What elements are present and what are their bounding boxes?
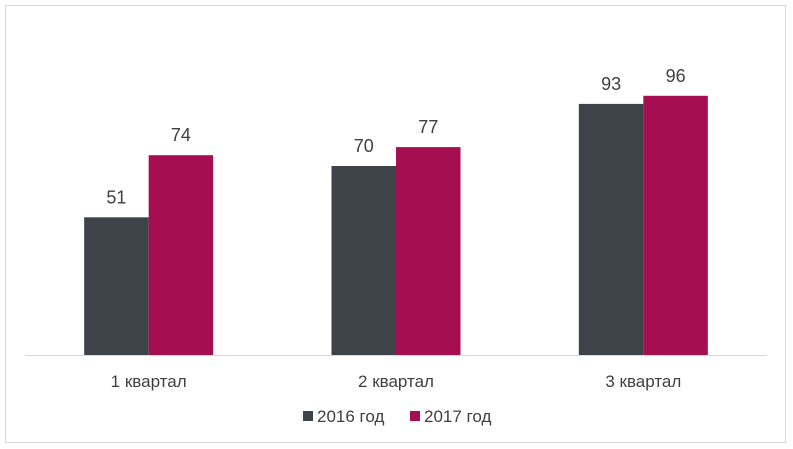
legend-swatch-2 (410, 411, 420, 421)
data-label-1-series-1: 51 (106, 187, 126, 207)
x-tick-label: 1 квартал (111, 372, 187, 391)
data-label-3-series-2: 96 (666, 66, 686, 86)
bar-2-series-1 (331, 166, 396, 355)
legend-label-1: 2016 год (317, 407, 384, 426)
data-labels-group: 51 74 70 77 93 96 (106, 66, 685, 208)
x-tick-labels-group: 1 квартал 2 квартал 3 квартал (111, 372, 682, 391)
data-label-2-series-2: 77 (418, 117, 438, 137)
bar-3-series-2 (643, 95, 708, 356)
x-tick-label: 2 квартал (358, 372, 434, 391)
x-tick-label: 3 квартал (605, 372, 681, 391)
data-label-1-series-2: 74 (171, 125, 191, 145)
bar-1-series-2 (148, 155, 214, 355)
bar-1-series-1 (84, 217, 149, 355)
legend-label-2: 2017 год (424, 407, 491, 426)
legend: 2016 год 2017 год (303, 407, 491, 426)
data-label-2-series-1: 70 (354, 136, 374, 156)
bars-group (84, 95, 708, 356)
bar-2-series-2 (396, 147, 461, 355)
bar-3-series-1 (578, 103, 644, 356)
legend-swatch-1 (303, 411, 313, 421)
data-label-3-series-1: 93 (601, 74, 621, 94)
